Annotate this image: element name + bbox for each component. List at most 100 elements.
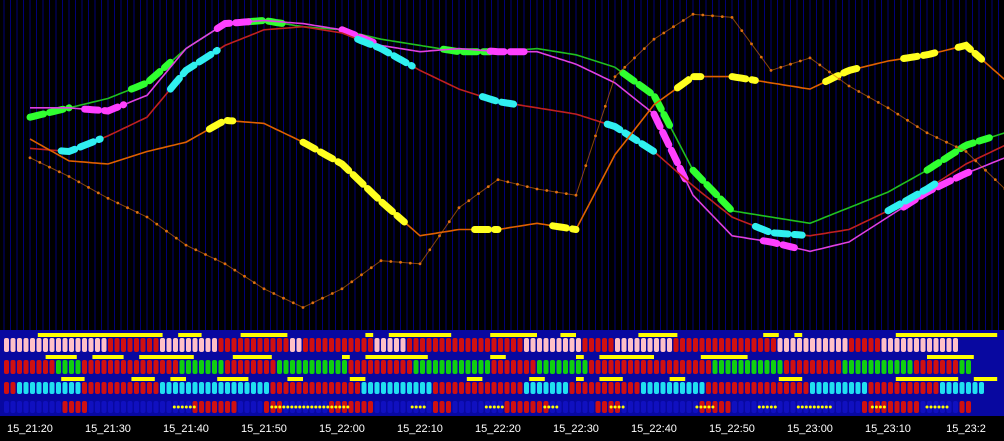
indicator-dot-7 (773, 405, 777, 409)
indicator-bar (88, 338, 94, 352)
series-4-point (555, 190, 558, 194)
indicator-bar (725, 338, 731, 352)
indicator-bar (82, 401, 87, 413)
series-1-highlight-6 (900, 166, 978, 211)
indicator-bar (264, 360, 269, 374)
indicator-bar (316, 382, 321, 394)
indicator-bar (862, 338, 867, 352)
indicator-dot-0 (180, 405, 184, 409)
indicator-dot-9 (874, 405, 878, 409)
indicator-bar (452, 338, 458, 352)
series-4-point (691, 12, 695, 16)
indicator-bar (673, 401, 679, 413)
indicator-bar (615, 382, 620, 394)
series-0-highlight-6 (923, 134, 993, 174)
indicator-bar (491, 338, 497, 352)
indicator-dot-5 (617, 405, 621, 409)
indicator-bar (459, 401, 464, 413)
indicator-bar (524, 382, 529, 394)
indicator-bar (771, 338, 776, 352)
indicator-bar (439, 382, 445, 394)
x-tick-label: 15_23:10 (865, 423, 911, 435)
indicator-bar (69, 401, 74, 413)
indicator-bar (875, 338, 880, 352)
indicator-bar (771, 401, 776, 413)
indicator-bar (413, 338, 419, 352)
indicator-bar (231, 401, 237, 413)
indicator-bar (121, 401, 126, 413)
indicator-dot-1 (294, 405, 298, 409)
indicator-bar (199, 360, 204, 374)
indicator-dot-0 (188, 405, 192, 409)
series-4-point (369, 266, 373, 270)
indicator-bar (465, 360, 471, 374)
indicator-bar (101, 338, 107, 352)
indicator-bar (927, 338, 932, 352)
indicator-bar (498, 382, 503, 394)
series-4-point (106, 196, 110, 200)
series-4-point (67, 175, 71, 178)
indicator-dot-1 (326, 405, 330, 409)
series-4-point (769, 69, 773, 72)
indicator-signal-2 (240, 333, 288, 337)
indicator-bar (719, 382, 724, 394)
indicator-bar (511, 338, 516, 352)
series-2 (29, 25, 1004, 239)
indicator-bar (329, 360, 334, 374)
indicator-bar (277, 338, 282, 352)
indicator-bar (777, 401, 783, 413)
series-4-point (847, 84, 851, 88)
indicator-bar (576, 338, 581, 352)
indicator-bar (459, 360, 464, 374)
indicator-dot-4 (555, 405, 559, 409)
indicator-bar (426, 360, 432, 374)
indicator-bar (680, 401, 685, 413)
indicator-bar (4, 338, 9, 352)
indicator-bar (647, 360, 653, 374)
x-tick-label: 15_21:30 (85, 423, 131, 435)
indicator-bar (712, 382, 718, 394)
indicator-signal-9 (599, 377, 623, 381)
series-4-point (564, 192, 568, 196)
indicator-bar (166, 360, 172, 374)
series-4-point (418, 262, 422, 266)
indicator-bar (212, 338, 217, 352)
indicator-dot-1 (270, 405, 274, 409)
indicator-bar (212, 401, 217, 413)
indicator-bar (225, 338, 230, 352)
indicator-bar (693, 338, 698, 352)
indicator-bar (589, 401, 594, 413)
indicator-bar (472, 338, 477, 352)
indicator-bar (478, 401, 484, 413)
indicator-bar (621, 338, 627, 352)
indicator-bar (166, 338, 172, 352)
indicator-bar (959, 401, 965, 413)
indicator-bar (738, 401, 744, 413)
indicator-bar (842, 401, 848, 413)
indicator-bar (140, 382, 146, 394)
series-4-point (389, 260, 393, 263)
series-4-point (964, 150, 968, 153)
indicator-bar (940, 382, 945, 394)
indicator-bar (816, 360, 822, 374)
indicator-bar (654, 401, 659, 413)
indicator-bar (751, 338, 757, 352)
indicator-bar (504, 382, 510, 394)
indicator-dot-1 (318, 405, 322, 409)
indicator-bar (127, 401, 133, 413)
series-4-point (789, 62, 792, 66)
indicator-bar (62, 401, 68, 413)
indicator-bar (511, 382, 516, 394)
indicator-bar (764, 382, 770, 394)
indicator-bar (550, 338, 555, 352)
indicator-bar (660, 382, 666, 394)
indicator-bar (855, 360, 861, 374)
indicator-bar (394, 338, 399, 352)
indicator-bar (108, 338, 113, 352)
indicator-dot-2 (414, 405, 418, 409)
indicator-bar (836, 382, 841, 394)
indicator-bar (433, 338, 438, 352)
indicator-dot-1 (282, 405, 286, 409)
indicator-bar (699, 338, 705, 352)
indicator-bar (309, 360, 315, 374)
